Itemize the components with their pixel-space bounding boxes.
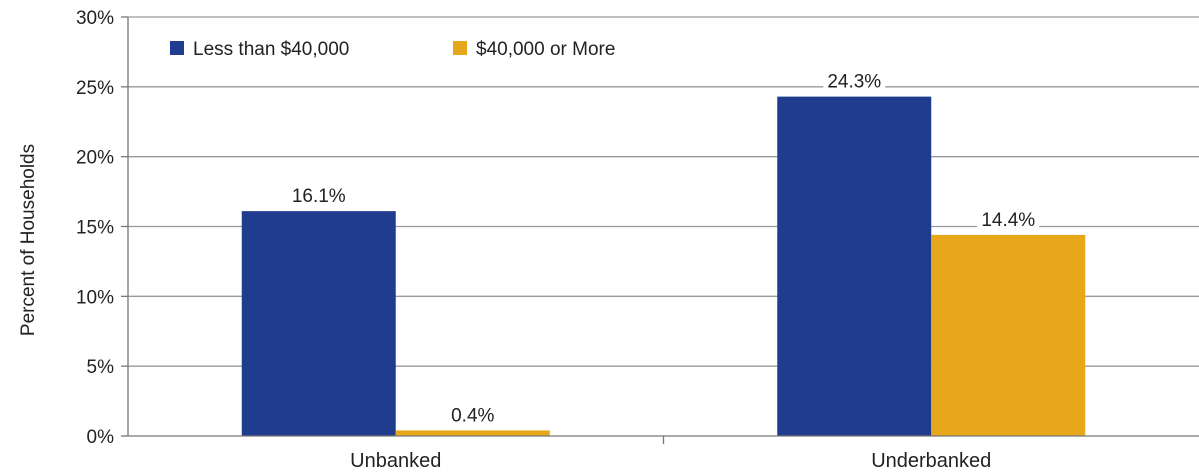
legend-label: $40,000 or More bbox=[476, 39, 615, 60]
y-axis-title: Percent of Households bbox=[18, 144, 39, 336]
y-tick-labels: 0% 5% 10% 15% 20% 25% 30% bbox=[76, 8, 114, 448]
y-tick-label: 5% bbox=[87, 357, 115, 378]
x-category-labels: Unbanked Underbanked bbox=[350, 450, 991, 472]
bar bbox=[931, 235, 1085, 436]
data-label: 16.1% bbox=[292, 186, 346, 207]
y-tick-label: 20% bbox=[76, 148, 114, 169]
bar bbox=[777, 97, 931, 436]
x-category-label: Unbanked bbox=[350, 450, 441, 472]
bar bbox=[242, 211, 396, 436]
data-label: 24.3% bbox=[827, 72, 881, 93]
legend-label: Less than $40,000 bbox=[193, 39, 349, 60]
bars bbox=[242, 97, 1086, 436]
data-label: 0.4% bbox=[451, 405, 494, 426]
bar bbox=[396, 430, 550, 436]
legend-swatch bbox=[170, 41, 184, 55]
y-tick-label: 0% bbox=[87, 427, 115, 448]
y-tick-label: 15% bbox=[76, 218, 114, 239]
y-tick-label: 10% bbox=[76, 287, 114, 308]
x-category-label: Underbanked bbox=[871, 450, 991, 472]
data-label: 14.4% bbox=[981, 210, 1035, 231]
y-tick-label: 25% bbox=[76, 78, 114, 99]
legend-swatch bbox=[453, 41, 467, 55]
y-tick-label: 30% bbox=[76, 8, 114, 29]
legend: Less than $40,000 $40,000 or More bbox=[170, 39, 615, 60]
